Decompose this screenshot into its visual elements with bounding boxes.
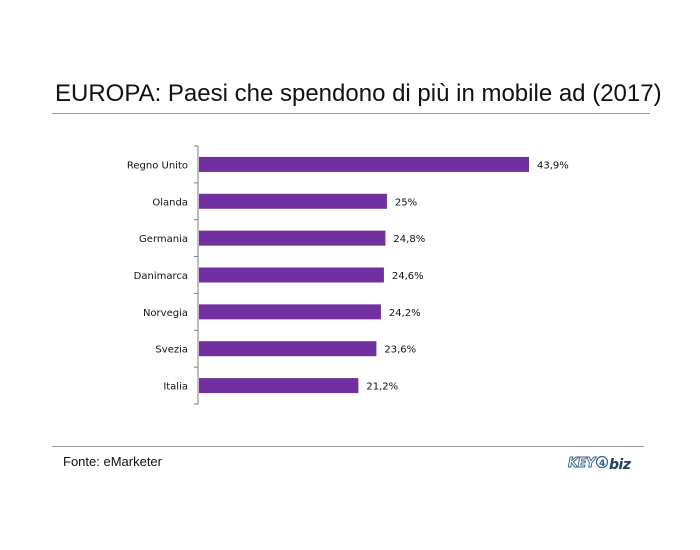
svg-text:4: 4 xyxy=(599,459,605,469)
category-label: Regno Unito xyxy=(127,160,188,171)
value-label: 23,6% xyxy=(384,345,416,356)
value-label: 24,2% xyxy=(389,308,421,319)
bar xyxy=(199,378,359,394)
bar xyxy=(199,304,381,320)
category-label: Germania xyxy=(139,234,188,245)
value-label: 24,8% xyxy=(393,234,425,245)
bar xyxy=(199,156,529,172)
bar xyxy=(199,267,384,283)
value-label: 25% xyxy=(395,197,417,208)
footer-divider xyxy=(52,446,644,447)
category-label: Svezia xyxy=(155,345,188,356)
bar xyxy=(199,230,386,246)
chart-title: EUROPA: Paesi che spendono di più in mob… xyxy=(55,80,662,107)
key4biz-logo: KEY 4 biz xyxy=(568,456,633,473)
bar xyxy=(199,341,377,357)
category-label: Norvegia xyxy=(143,308,188,319)
category-label: Danimarca xyxy=(134,271,188,282)
source-note: Fonte: eMarketer xyxy=(63,454,162,469)
title-divider xyxy=(52,113,650,114)
svg-text:KEY: KEY xyxy=(568,456,597,471)
category-label: Italia xyxy=(163,382,188,393)
svg-text:biz: biz xyxy=(609,457,632,473)
bar xyxy=(199,193,387,209)
value-label: 43,9% xyxy=(537,160,569,171)
category-label: Olanda xyxy=(152,197,188,208)
value-label: 21,2% xyxy=(366,382,398,393)
value-label: 24,6% xyxy=(392,271,424,282)
